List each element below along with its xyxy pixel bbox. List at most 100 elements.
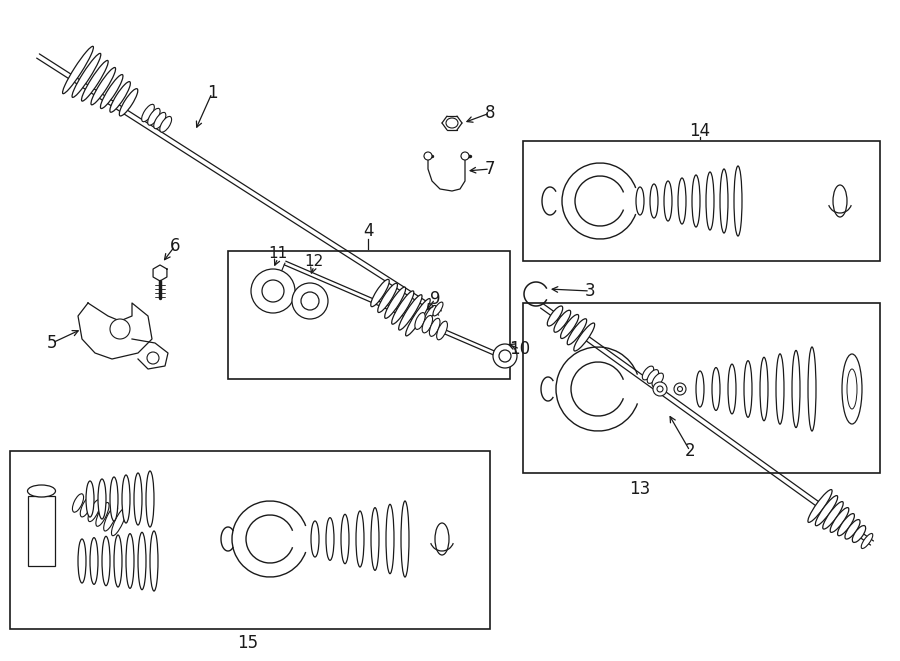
Ellipse shape xyxy=(720,169,728,233)
Bar xyxy=(523,141,880,261)
Text: 15: 15 xyxy=(238,634,258,652)
Text: 13: 13 xyxy=(629,480,651,498)
Ellipse shape xyxy=(72,494,84,512)
Ellipse shape xyxy=(815,496,838,525)
Ellipse shape xyxy=(674,383,686,395)
Ellipse shape xyxy=(120,89,138,116)
Ellipse shape xyxy=(311,521,319,557)
Ellipse shape xyxy=(554,310,571,332)
Ellipse shape xyxy=(110,319,130,339)
Ellipse shape xyxy=(842,354,862,424)
Ellipse shape xyxy=(384,287,406,319)
Ellipse shape xyxy=(80,496,92,517)
Ellipse shape xyxy=(435,523,449,555)
Ellipse shape xyxy=(160,116,172,132)
Ellipse shape xyxy=(147,352,159,364)
Ellipse shape xyxy=(657,386,663,392)
Ellipse shape xyxy=(706,172,714,230)
Ellipse shape xyxy=(422,315,433,333)
Ellipse shape xyxy=(823,502,843,529)
Text: 2: 2 xyxy=(685,442,696,460)
Text: 12: 12 xyxy=(304,254,324,268)
Ellipse shape xyxy=(91,67,115,105)
Ellipse shape xyxy=(650,184,658,218)
Ellipse shape xyxy=(429,319,440,336)
Ellipse shape xyxy=(678,387,682,391)
Ellipse shape xyxy=(146,471,154,527)
Ellipse shape xyxy=(845,520,860,539)
Ellipse shape xyxy=(110,81,130,112)
Text: 11: 11 xyxy=(268,245,288,260)
Ellipse shape xyxy=(138,532,146,590)
Ellipse shape xyxy=(371,280,390,307)
Text: 6: 6 xyxy=(170,237,180,255)
Ellipse shape xyxy=(561,315,579,338)
Ellipse shape xyxy=(401,501,409,577)
Ellipse shape xyxy=(126,533,134,588)
Ellipse shape xyxy=(692,175,700,227)
Ellipse shape xyxy=(833,185,847,217)
Ellipse shape xyxy=(251,269,295,313)
Ellipse shape xyxy=(88,500,101,522)
Ellipse shape xyxy=(78,539,86,583)
Ellipse shape xyxy=(436,321,447,340)
Ellipse shape xyxy=(830,508,849,532)
Ellipse shape xyxy=(744,361,752,417)
Ellipse shape xyxy=(72,54,101,97)
Ellipse shape xyxy=(96,502,109,526)
Ellipse shape xyxy=(696,371,704,407)
Ellipse shape xyxy=(148,108,160,125)
Ellipse shape xyxy=(386,504,394,574)
Ellipse shape xyxy=(98,479,106,519)
Ellipse shape xyxy=(28,485,56,497)
Ellipse shape xyxy=(371,508,379,570)
Ellipse shape xyxy=(101,75,123,108)
Ellipse shape xyxy=(547,306,562,326)
Ellipse shape xyxy=(461,152,469,160)
Ellipse shape xyxy=(852,525,866,543)
Text: 10: 10 xyxy=(509,340,531,358)
Ellipse shape xyxy=(838,514,854,536)
Ellipse shape xyxy=(86,481,94,517)
Ellipse shape xyxy=(90,537,98,584)
Text: 7: 7 xyxy=(485,160,495,178)
Bar xyxy=(10,451,490,629)
Ellipse shape xyxy=(861,533,873,549)
Ellipse shape xyxy=(728,364,736,414)
Ellipse shape xyxy=(493,344,517,368)
Ellipse shape xyxy=(356,511,364,567)
Ellipse shape xyxy=(392,291,414,324)
Ellipse shape xyxy=(110,477,118,521)
Ellipse shape xyxy=(406,299,430,336)
Ellipse shape xyxy=(82,60,108,101)
Bar xyxy=(228,251,510,379)
Text: 8: 8 xyxy=(485,104,495,122)
Ellipse shape xyxy=(808,490,833,522)
Ellipse shape xyxy=(433,302,443,316)
Ellipse shape xyxy=(808,347,816,431)
Ellipse shape xyxy=(567,319,587,345)
Ellipse shape xyxy=(122,475,130,523)
Text: 14: 14 xyxy=(689,122,711,140)
Ellipse shape xyxy=(150,531,158,591)
Ellipse shape xyxy=(104,506,118,531)
Ellipse shape xyxy=(134,473,142,525)
Ellipse shape xyxy=(647,369,659,383)
Ellipse shape xyxy=(301,292,319,310)
Text: 5: 5 xyxy=(47,334,58,352)
Ellipse shape xyxy=(664,181,672,221)
Ellipse shape xyxy=(643,366,653,380)
Ellipse shape xyxy=(847,369,857,409)
Text: 1: 1 xyxy=(207,84,217,102)
Text: 3: 3 xyxy=(585,282,595,300)
Ellipse shape xyxy=(112,508,126,535)
Ellipse shape xyxy=(499,350,511,362)
Ellipse shape xyxy=(378,283,398,313)
Ellipse shape xyxy=(262,280,284,302)
Ellipse shape xyxy=(141,104,155,122)
Ellipse shape xyxy=(776,354,784,424)
Ellipse shape xyxy=(653,382,667,396)
Ellipse shape xyxy=(114,535,122,587)
Ellipse shape xyxy=(154,112,166,129)
Ellipse shape xyxy=(424,152,432,160)
